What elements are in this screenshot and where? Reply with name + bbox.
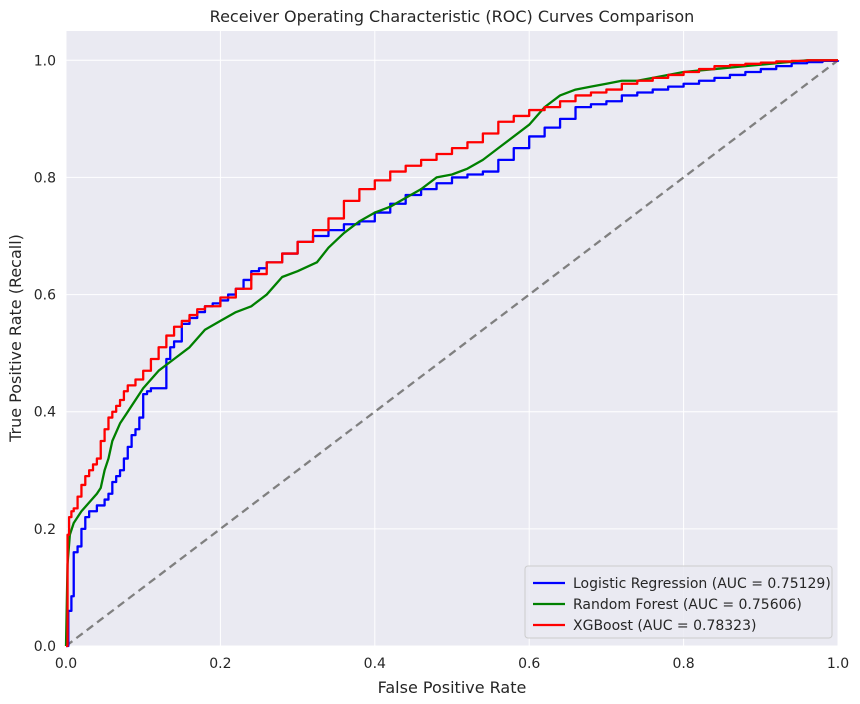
x-tick-label: 0.0 bbox=[55, 656, 77, 672]
y-tick-label: 1.0 bbox=[34, 53, 56, 69]
y-axis-label: True Positive Rate (Recall) bbox=[6, 234, 25, 443]
chart-title: Receiver Operating Characteristic (ROC) … bbox=[210, 7, 695, 26]
x-tick-label: 0.2 bbox=[209, 656, 231, 672]
y-tick-label: 0.2 bbox=[34, 522, 56, 538]
plot-area bbox=[66, 31, 838, 646]
legend-label: XGBoost (AUC = 0.78323) bbox=[573, 618, 756, 634]
x-tick-label: 1.0 bbox=[827, 656, 849, 672]
diagonal-reference-line bbox=[65, 59, 839, 647]
x-tick-label: 0.4 bbox=[364, 656, 386, 672]
y-tick-label: 0.6 bbox=[34, 288, 56, 304]
legend: Logistic Regression (AUC = 0.75129) Rando… bbox=[524, 565, 833, 639]
legend-label: Logistic Regression (AUC = 0.75129) bbox=[573, 576, 831, 592]
y-axis-ticks: 0.0 0.2 0.4 0.6 0.8 1.0 bbox=[34, 53, 56, 655]
x-axis-label: False Positive Rate bbox=[378, 678, 527, 697]
y-tick-label: 0.8 bbox=[34, 170, 56, 186]
x-axis-ticks: 0.0 0.2 0.4 0.6 0.8 1.0 bbox=[55, 656, 849, 672]
y-tick-label: 0.4 bbox=[34, 405, 56, 421]
curves-layer bbox=[64, 59, 840, 648]
legend-label: Random Forest (AUC = 0.75606) bbox=[573, 597, 802, 613]
x-tick-label: 0.8 bbox=[672, 656, 694, 672]
y-tick-label: 0.0 bbox=[34, 639, 56, 655]
legend-box bbox=[524, 565, 833, 639]
series-line-2 bbox=[66, 59, 838, 648]
series-line-1 bbox=[64, 59, 838, 647]
x-tick-label: 0.6 bbox=[518, 656, 540, 672]
